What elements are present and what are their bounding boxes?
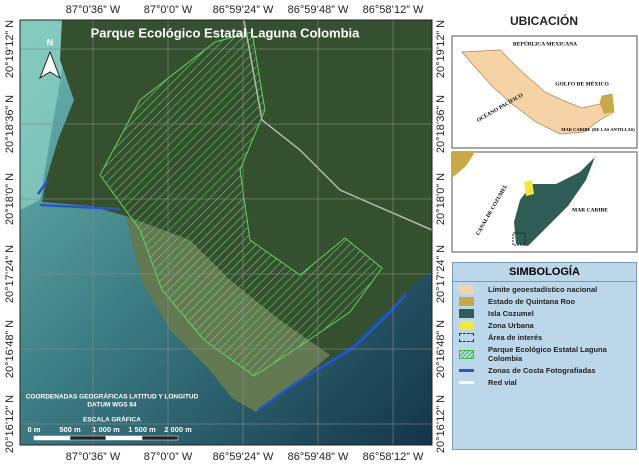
legend-swatch [459, 297, 474, 306]
longitude-label: 87°0’0” W [144, 4, 193, 16]
park-area [99, 31, 383, 377]
latitude-label: 20°19’12” N [435, 20, 447, 78]
legend-swatch [459, 381, 474, 384]
location-title: UBICACIÓN [510, 13, 578, 28]
latitude-label: 20°16’12” N [435, 395, 447, 453]
scale-segment [105, 435, 143, 441]
legend-label: Estado de Quintana Roo [488, 297, 576, 306]
photographed-coast [257, 293, 407, 412]
legend-label: Zonas de Costa Fotografiadas [488, 366, 596, 375]
latitude-label: 20°19’12” N [4, 20, 16, 78]
legend-label: Límite geoestadístico nacional [488, 285, 598, 294]
scale-label: 2 000 m [164, 425, 192, 434]
mainland [452, 152, 475, 178]
scale-title: ESCALA GRÁFICA [83, 415, 141, 424]
scale-label: 1 000 m [92, 425, 120, 434]
sea-label: MAR CARIBE [572, 207, 608, 213]
gulf-label: GOLFO DE MÉXICO [555, 79, 609, 87]
legend-swatch [459, 321, 474, 330]
legend-swatch [459, 369, 474, 372]
latitude-label: 20°17’24” N [435, 245, 447, 303]
caribbean-label: MAR CARIBE (DE LAS ANTILLAS) [561, 127, 635, 132]
latitude-label: 20°18’0” N [435, 173, 447, 225]
latitude-label: 20°18’0” N [4, 173, 16, 225]
datum-note: DATUM WGS 84 [87, 402, 137, 409]
scale-segment [69, 435, 107, 441]
legend-swatch [459, 333, 474, 342]
legend-swatch [459, 285, 474, 294]
legend-label: Isla Cozumel [488, 309, 534, 318]
longitude-label: 86°59’24” W [213, 4, 274, 16]
north-label: N [47, 37, 54, 47]
scale-segment [33, 435, 71, 441]
latitude-label: 20°16’48” N [435, 320, 447, 378]
latitude-label: 20°17’24” N [4, 245, 16, 303]
legend-label: Parque Ecológico Estatal Laguna Colombia [488, 345, 607, 363]
legend-item: Zona Urbana [459, 321, 630, 330]
area-of-interest [512, 232, 526, 246]
north-arrow [39, 50, 61, 80]
latitude-label: 20°16’48” N [4, 320, 16, 378]
latitude-label: 20°18’36” N [435, 95, 447, 153]
legend: SIMBOLOGÍA Límite geoestadístico naciona… [452, 262, 637, 450]
longitude-label: 87°0’36” W [66, 451, 121, 463]
longitude-label: 86°58’12” W [363, 451, 424, 463]
country-label: REPÚBLICA MEXICANA [513, 39, 577, 47]
legend-title: SIMBOLOGÍA [453, 263, 636, 282]
longitude-label: 86°58’12” W [363, 4, 424, 16]
cozumel-island [514, 157, 595, 246]
quintana-roo [600, 94, 614, 114]
legend-swatch [459, 349, 474, 359]
legend-label: Área de interés [488, 333, 543, 342]
legend-item: Área de interés [459, 333, 630, 342]
scale-label: 1 500 m [128, 425, 156, 434]
map-title: Parque Ecológico Estatal Laguna Colombia [91, 25, 360, 40]
longitude-label: 86°59’48” W [288, 4, 349, 16]
scale-segment [141, 435, 179, 441]
shallow-water [20, 20, 70, 210]
longitude-label: 86°59’24” W [213, 451, 274, 463]
latitude-label: 20°18’36” N [4, 95, 16, 153]
legend-item: Estado de Quintana Roo [459, 297, 630, 306]
legend-label: Zona Urbana [488, 321, 534, 330]
coordinates-note: COORDENADAS GEOGRÁFICAS LATITUD Y LONGIT… [26, 392, 199, 401]
legend-item: Isla Cozumel [459, 309, 630, 318]
latitude-label: 20°16’12” N [4, 395, 16, 453]
legend-item: Límite geoestadístico nacional [459, 285, 630, 294]
longitude-label: 87°0’0” W [144, 451, 193, 463]
scale-label: 0 m [28, 425, 41, 434]
legend-swatch [459, 309, 474, 318]
legend-item: Red vial [459, 378, 630, 387]
legend-item: Parque Ecológico Estatal Laguna Colombia [459, 345, 630, 363]
longitude-label: 87°0’36” W [66, 4, 121, 16]
map-frame [19, 19, 433, 446]
legend-item: Zonas de Costa Fotografiadas [459, 366, 630, 375]
photographed-coast [36, 179, 121, 211]
scale-label: 500 m [59, 425, 81, 434]
longitude-label: 86°59’48” W [288, 451, 349, 463]
legend-label: Red vial [488, 378, 517, 387]
urban-zone [524, 180, 534, 196]
